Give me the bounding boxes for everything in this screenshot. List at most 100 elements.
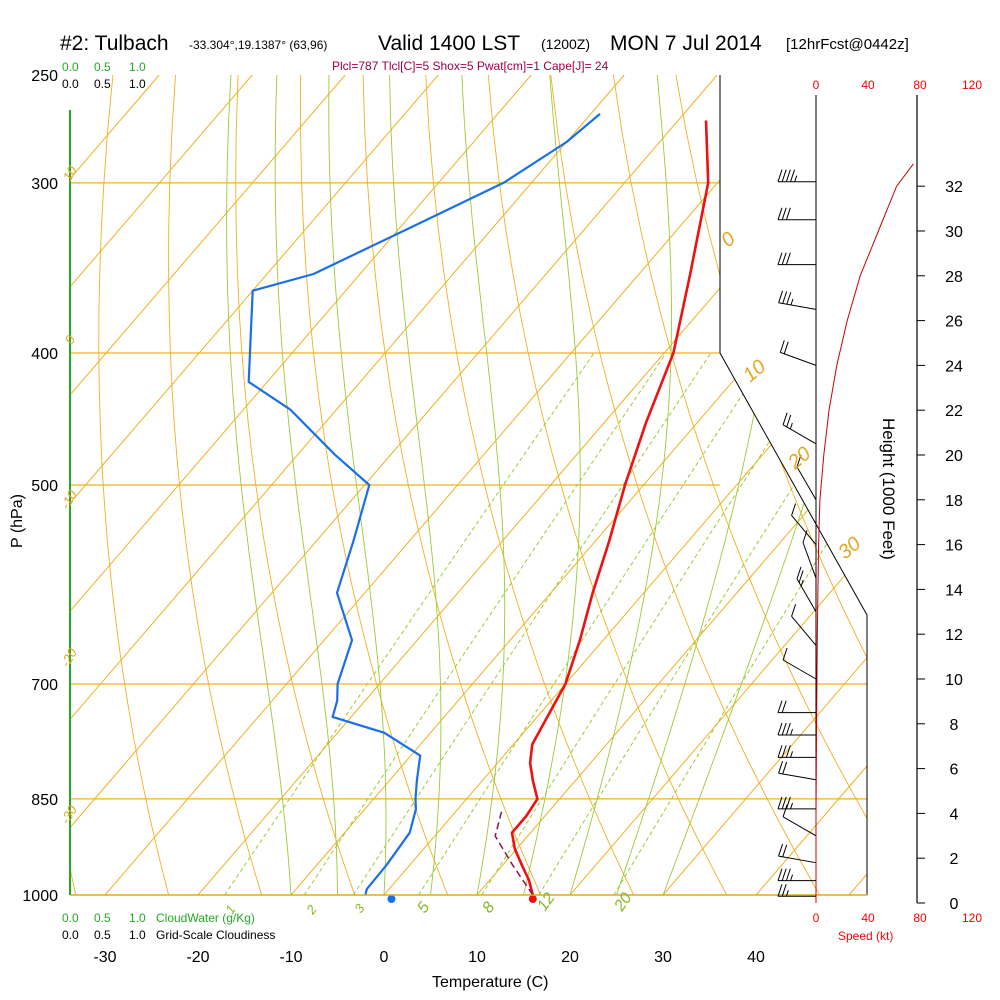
wind-barb (778, 290, 817, 310)
plot-frame (69, 75, 868, 896)
dry-adiabat (235, 75, 356, 895)
height-tick-label: 18 (945, 493, 963, 510)
pressure-tick-label: 700 (31, 677, 58, 694)
temperature-tick-label: 20 (561, 949, 579, 966)
height-tick-label: 32 (945, 179, 963, 196)
wind-height-panel: 0246810121416182022242628303200404080801… (777, 78, 982, 925)
height-tick-label: 26 (945, 314, 963, 331)
dewpoint-profile (247, 113, 601, 896)
dry-adiabat (425, 75, 635, 895)
isotherm-line (848, 75, 867, 895)
moist-adiabat (569, 75, 672, 895)
svg-text:0.0: 0.0 (62, 60, 79, 74)
dry-adiabat (738, 75, 867, 895)
svg-text:1.0: 1.0 (129, 911, 146, 925)
wind-barb (782, 412, 817, 445)
temperature-tick-label: -30 (93, 949, 116, 966)
title-coords: -33.304°,19.1387° (63,96) (189, 38, 327, 52)
wind-barb (777, 700, 816, 714)
svg-text:CloudWater (g/Kg): CloudWater (g/Kg) (156, 911, 255, 925)
height-tick-label: 6 (950, 762, 959, 779)
dry-adiabat (550, 75, 821, 895)
height-tick-label: 24 (945, 358, 963, 375)
speed-tick-label-top: 0 (813, 78, 820, 92)
pressure-tick-labels: 250 300 400 500 700 850 1000 (22, 68, 58, 905)
wind-barb (791, 604, 817, 646)
temperature-tick-label: 30 (654, 949, 672, 966)
wind-barb (782, 804, 817, 837)
cloud-scale-top: 0.0 0.5 1.0 0.0 0.5 1.0 (62, 60, 146, 91)
moist-adiabat (226, 75, 292, 895)
wind-barb (777, 207, 816, 221)
wind-barb (802, 530, 817, 579)
isotherm-label: 10 (739, 356, 770, 387)
isotherm-line (383, 75, 867, 895)
height-tick-label: 2 (950, 851, 959, 868)
parcel-profile (494, 808, 534, 896)
title-station: #2: Tulbach (60, 32, 169, 55)
wind-barb (778, 761, 817, 781)
speed-tick-label-bottom: 40 (861, 911, 875, 925)
wind-barb (777, 169, 816, 183)
cloud-scale-bottom: 0.0 0.5 1.0 CloudWater (g/Kg) 0.0 0.5 1.… (62, 911, 275, 942)
isotherm-label: -20 (58, 645, 81, 669)
pressure-tick-label: 850 (31, 792, 58, 809)
height-tick-label: 14 (945, 582, 963, 599)
title-valid: Valid 1400 LST (378, 32, 520, 55)
height-tick-label: 22 (945, 403, 963, 420)
moist-adiabat (328, 75, 387, 895)
isotherm-label: -30 (58, 802, 81, 826)
temperature-tick-label: 10 (468, 949, 486, 966)
mixing-ratio-label: 8 (479, 899, 498, 916)
speed-tick-label-top: 80 (913, 78, 927, 92)
pressure-tick-label: 400 (31, 346, 58, 363)
svg-text:0.5: 0.5 (94, 911, 111, 925)
wind-barb (779, 340, 817, 366)
mixing-ratio-line (418, 352, 771, 895)
speed-profile (815, 163, 914, 903)
temperature-tick-label: 0 (380, 949, 389, 966)
temperature-tick-label: 40 (747, 949, 765, 966)
isotherm-line (569, 75, 867, 895)
moist-adiabat (461, 75, 506, 895)
height-axis-label: Height (1000 Feet) (879, 418, 898, 560)
height-tick-label: 4 (950, 806, 959, 823)
isotherm-line (70, 75, 253, 895)
x-axis-label: Temperature (C) (432, 974, 548, 991)
wind-barb (777, 796, 816, 810)
isotherm-line (70, 75, 346, 895)
params-line: Plcl=787 Tlcl[C]=5 Shox=5 Pwat[cm]=1 Cap… (332, 59, 609, 73)
pressure-tick-label: 1000 (22, 888, 58, 905)
dry-adiabat (989, 75, 1000, 895)
surface-temperature-dot (528, 895, 537, 903)
y-axis-label: P (hPa) (9, 494, 26, 548)
temperature-tick-label: -10 (279, 949, 302, 966)
height-tick-label: 16 (945, 538, 963, 555)
pressure-tick-label: 500 (31, 478, 58, 495)
title-date: MON 7 Jul 2014 (610, 32, 762, 55)
height-tick-label: 8 (950, 717, 959, 734)
dry-adiabat (300, 75, 449, 895)
moist-adiabat (389, 75, 442, 895)
dry-adiabat (168, 75, 263, 895)
height-tick-label: 0 (950, 896, 959, 913)
speed-tick-label-bottom: 120 (962, 911, 982, 925)
dry-adiabat (98, 75, 170, 895)
speed-tick-label-top: 120 (962, 78, 982, 92)
wind-barb (782, 647, 817, 680)
svg-text:1.0: 1.0 (129, 60, 146, 74)
wind-barb (796, 454, 817, 501)
dry-adiabat (926, 75, 1000, 895)
dry-adiabat (487, 75, 728, 895)
pressure-tick-label: 300 (31, 176, 58, 193)
surface-dewpoint-dot (387, 895, 396, 903)
wind-barb (777, 868, 816, 882)
height-tick-label: 12 (945, 627, 963, 644)
mixing-ratio-line (481, 352, 828, 895)
isotherm-line (662, 75, 867, 895)
height-tick-label: 30 (945, 224, 963, 241)
dry-adiabat (362, 75, 542, 895)
temperature-tick-labels: -30 -20 -10 0 10 20 30 40 (93, 949, 765, 966)
dry-adiabat (612, 75, 867, 895)
